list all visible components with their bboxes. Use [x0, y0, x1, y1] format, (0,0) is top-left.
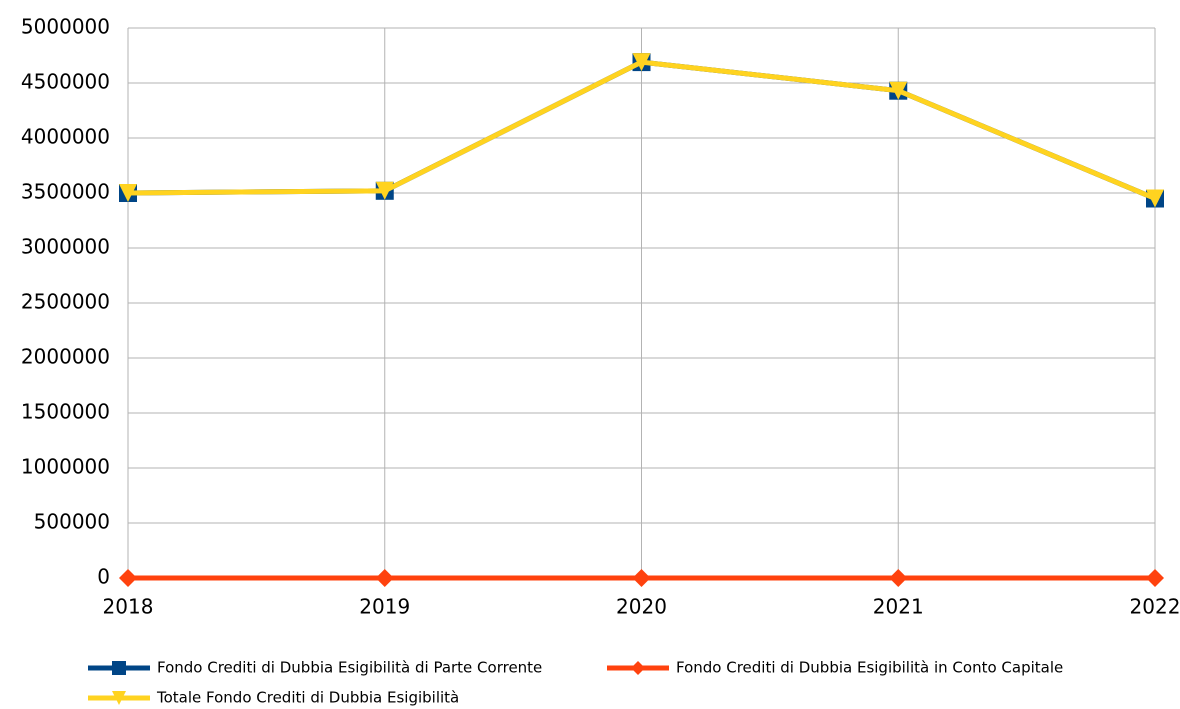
y-tick-label: 5000000 [21, 15, 110, 39]
y-tick-label: 500000 [34, 510, 110, 534]
legend-label: Fondo Crediti di Dubbia Esigibilità in C… [676, 659, 1063, 677]
marker [1146, 569, 1164, 587]
y-tick-label: 4500000 [21, 70, 110, 94]
x-tick-label: 2019 [359, 595, 410, 619]
legend-label: Fondo Crediti di Dubbia Esigibilità di P… [157, 659, 542, 677]
marker [112, 661, 126, 675]
y-tick-label: 2000000 [21, 345, 110, 369]
marker [119, 569, 137, 587]
x-tick-label: 2022 [1130, 595, 1180, 619]
marker [889, 81, 908, 100]
marker [1146, 189, 1164, 208]
y-tick-label: 1000000 [21, 455, 110, 479]
marker [632, 53, 651, 72]
legend-label: Totale Fondo Crediti di Dubbia Esigibili… [156, 689, 459, 707]
marker [119, 184, 137, 202]
marker [889, 569, 908, 587]
marker [632, 569, 651, 587]
y-tick-label: 2500000 [21, 290, 110, 314]
y-tick-label: 0 [97, 565, 110, 589]
y-tick-label: 3000000 [21, 235, 110, 259]
x-tick-label: 2020 [616, 595, 667, 619]
marker [112, 691, 126, 705]
y-tick-label: 1500000 [21, 400, 110, 424]
y-tick-label: 4000000 [21, 125, 110, 149]
marker [375, 181, 394, 200]
marker [631, 661, 645, 675]
marker [375, 569, 394, 587]
x-tick-label: 2021 [873, 595, 924, 619]
x-tick-label: 2018 [103, 595, 154, 619]
y-tick-label: 3500000 [21, 180, 110, 204]
